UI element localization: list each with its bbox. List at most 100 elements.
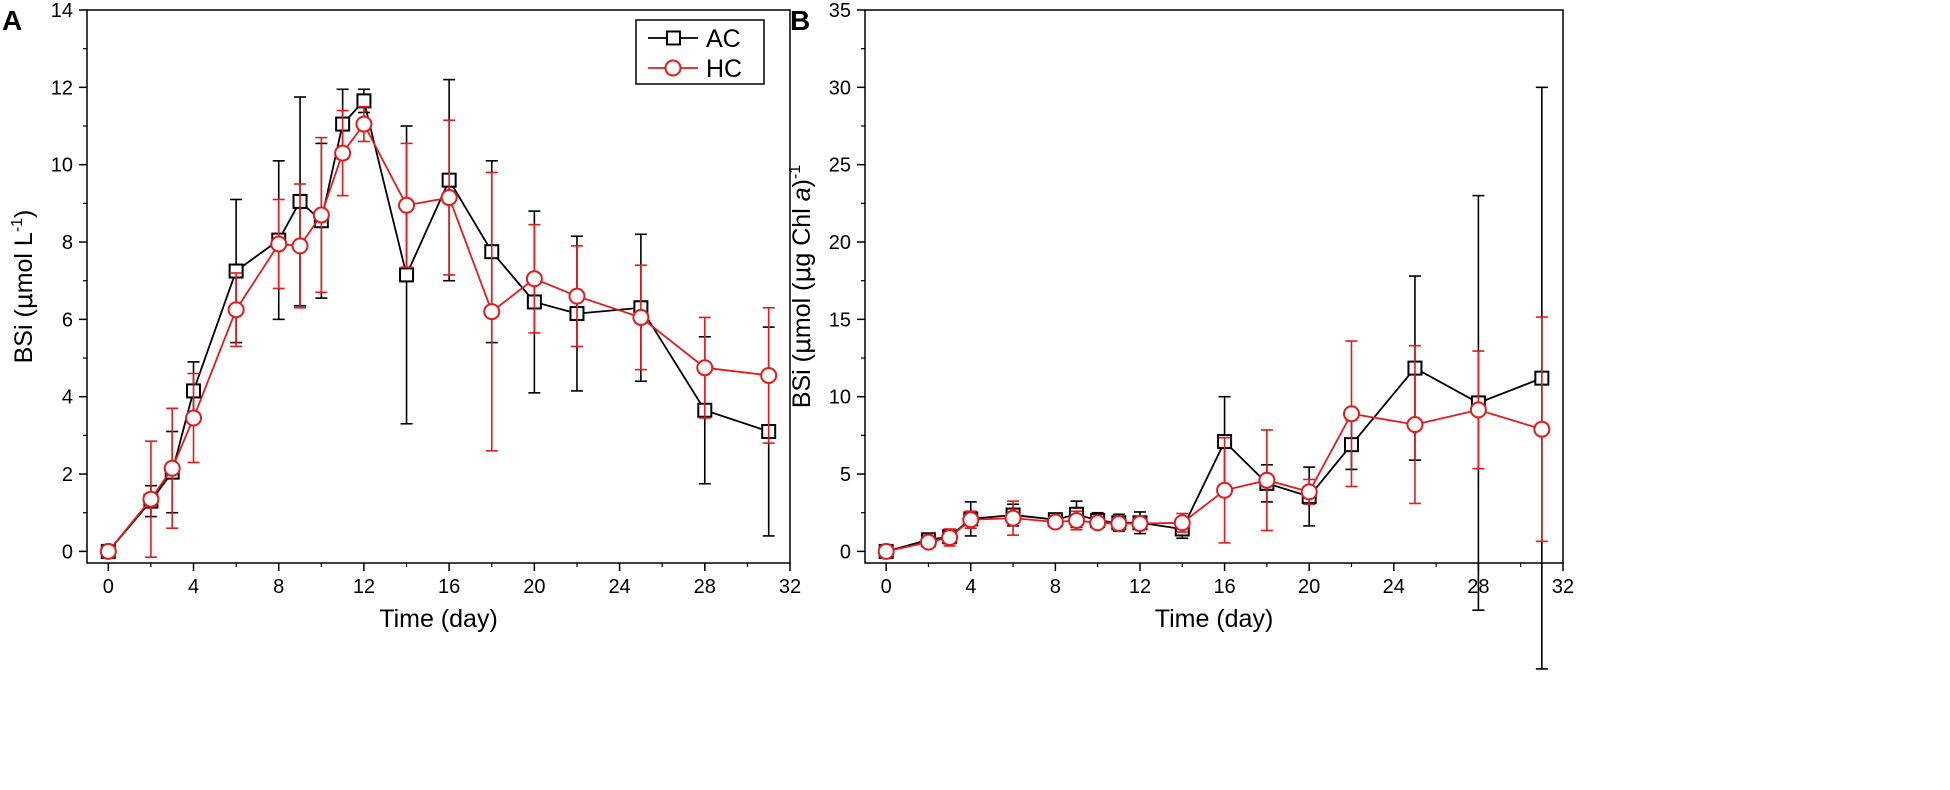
x-tick-label: 20 [523,576,545,598]
hc-point [334,144,352,162]
y-title-italic: a [788,187,816,201]
hc-point [1216,481,1234,499]
ac-point [356,93,372,109]
y-title-superscript: -1 [787,165,804,179]
hc-point [312,206,330,224]
y-title-text: BSi ( [10,309,38,364]
panel-b-letter: B [790,5,810,36]
hc-point [1131,515,1149,533]
y-tick-label: 2 [62,464,73,486]
hc-point [1469,401,1487,419]
hc-point [1258,471,1276,489]
hc-point [355,115,373,133]
x-tick-label: 0 [103,576,114,598]
hc-point [962,511,980,529]
hc-point [525,270,543,288]
hc-point [99,542,117,560]
y-tick-label: 8 [62,232,73,254]
x-tick-label: 24 [608,576,630,598]
y-title-mu: μ [9,293,38,309]
hc-point [568,287,586,305]
y-axis-title: BSi (μmol (μg Chl a)-1 [787,165,816,408]
ac-line [107,99,769,552]
y-tick-label: 0 [62,541,73,563]
x-axis-title: Time (day) [1155,605,1274,633]
panel-a-series-ac [100,78,777,559]
hc-point [1068,511,1086,529]
hc-point [696,359,714,377]
hc-point [1406,416,1424,434]
ac-point [399,267,415,283]
y-tick-label: 35 [829,0,851,22]
hc-point [1342,405,1360,423]
hc-point [760,366,778,384]
ac-line [885,366,1543,553]
y-tick-label: 5 [840,464,851,486]
x-tick-label: 16 [438,576,460,598]
y-tick-label: 10 [829,387,851,409]
hc-point [483,303,501,321]
x-tick-label: 20 [1298,576,1320,598]
x-tick-label: 16 [1213,576,1235,598]
hc-point [941,528,959,546]
hc-point [1110,515,1128,533]
hc-line [886,408,1543,553]
y-tick-label: 0 [840,541,851,563]
y-title-mu: μ [787,338,816,354]
x-tick-label: 0 [881,576,892,598]
legend-box [635,19,765,85]
hc-point [1004,509,1022,527]
y-tick-label: 15 [829,309,851,331]
y-tick-label: 30 [829,77,851,99]
hc-point [1173,514,1191,532]
hc-point [227,301,245,319]
legend-marker-ac [666,30,681,46]
x-tick-label: 4 [188,576,199,598]
y-tick-label: 12 [51,77,73,99]
x-tick-label: 24 [1383,576,1405,598]
hc-point [142,490,160,508]
x-tick-label: 12 [353,576,375,598]
x-tick-label: 32 [779,576,801,598]
hc-point [1046,513,1064,531]
x-tick-label: 32 [1552,576,1574,598]
hc-point [1300,483,1318,501]
hc-point [1089,514,1107,532]
y-title-text: BSi ( [788,353,816,408]
hc-point [270,235,288,253]
legend-label-ac: AC [706,25,741,53]
panel-b-plot-frame [864,9,1564,564]
x-tick-label: 8 [273,576,284,598]
y-tick-label: 10 [51,155,73,177]
y-title-text: ) [10,210,38,218]
y-title-text: mol ( [788,282,816,338]
legend-label-hc: HC [706,55,742,83]
hc-point [632,308,650,326]
hc-point [440,189,458,207]
hc-point [163,459,181,477]
hc-point [398,196,416,214]
hc-point [877,542,895,560]
y-tick-label: 25 [829,155,851,177]
y-tick-label: 14 [51,0,73,22]
y-tick-label: 4 [62,387,73,409]
x-axis-title: Time (day) [379,605,498,633]
x-tick-label: 12 [1129,576,1151,598]
hc-point [1533,420,1551,438]
y-title-mu: μ [787,267,816,283]
hc-point [291,237,309,255]
y-tick-label: 20 [829,232,851,254]
panel-a-plot-frame [86,9,791,564]
hc-point [919,533,937,551]
y-title-superscript: -1 [9,218,26,232]
y-title-text: mol L [10,232,38,293]
x-tick-label: 8 [1050,576,1061,598]
legend-marker-hc [664,59,682,77]
panel-b-series-hc [877,316,1551,560]
panel-a-letter: A [2,5,22,36]
y-tick-label: 6 [62,309,73,331]
y-title-text: ) [788,179,816,187]
